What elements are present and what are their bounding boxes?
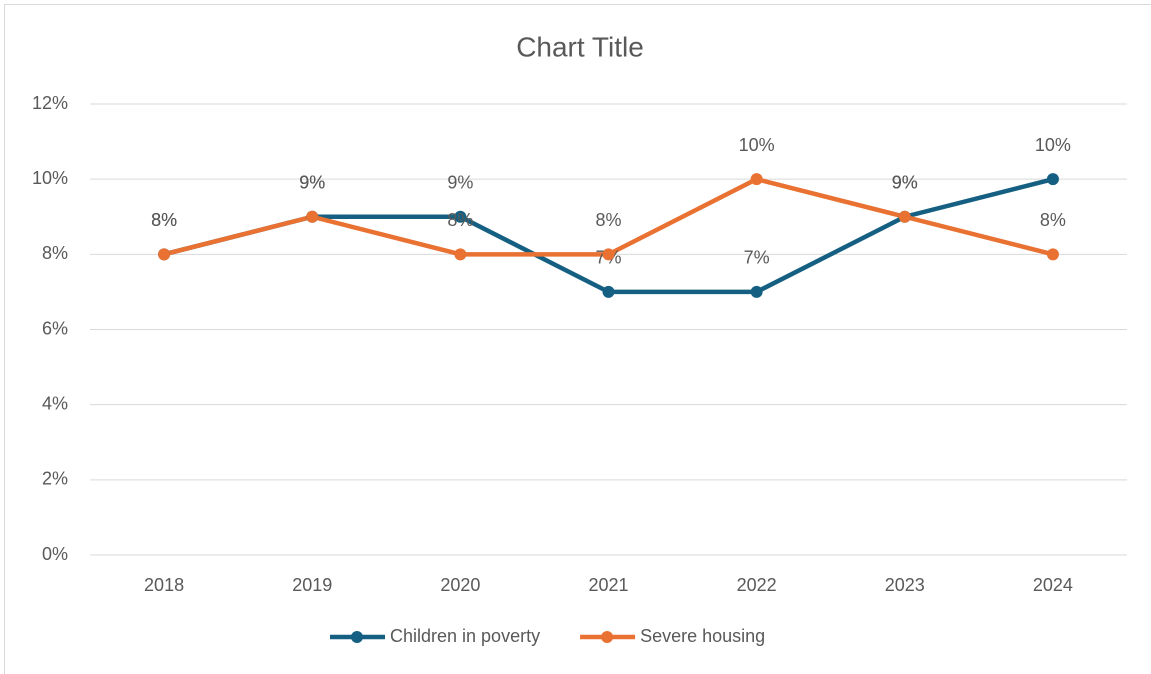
y-tick-label: 6%: [42, 318, 68, 338]
data-label: 9%: [299, 173, 325, 193]
data-label: 9%: [892, 173, 918, 193]
x-tick-label: 2019: [292, 575, 332, 595]
data-label: 8%: [151, 210, 177, 230]
marker: [750, 173, 763, 186]
data-label: 10%: [739, 135, 775, 155]
data-label: 10%: [1035, 135, 1071, 155]
x-tick-label: 2020: [440, 575, 480, 595]
legend-marker: [601, 631, 614, 643]
marker: [1046, 248, 1059, 261]
x-tick-label: 2023: [885, 575, 925, 595]
y-tick-label: 2%: [42, 469, 68, 489]
y-tick-label: 0%: [42, 544, 68, 564]
marker: [1046, 173, 1059, 186]
marker: [158, 248, 171, 261]
chart-title: Chart Title: [516, 31, 644, 62]
marker: [602, 285, 615, 298]
y-tick-label: 4%: [42, 393, 68, 413]
data-label: 9%: [447, 173, 473, 193]
x-tick-label: 2018: [144, 575, 184, 595]
marker: [454, 210, 467, 223]
data-label: 8%: [151, 210, 177, 230]
marker: [898, 210, 911, 223]
marker: [750, 285, 763, 298]
data-label: 7%: [744, 248, 770, 268]
chart-area: [4, 4, 1151, 674]
x-tick-label: 2022: [737, 575, 777, 595]
legend-label: Children in poverty: [390, 626, 540, 646]
x-tick-label: 2021: [588, 575, 628, 595]
marker: [306, 210, 319, 223]
y-tick-label: 10%: [32, 168, 68, 188]
y-tick-label: 12%: [32, 93, 68, 113]
legend-marker: [351, 631, 363, 643]
y-tick-label: 8%: [42, 243, 68, 263]
data-label: 9%: [299, 173, 325, 193]
marker: [602, 248, 615, 261]
data-label: 8%: [447, 210, 473, 230]
x-tick-label: 2024: [1033, 575, 1073, 595]
marker: [454, 248, 467, 261]
legend-label: Severe housing: [640, 626, 765, 646]
data-label: 8%: [1040, 210, 1066, 230]
data-label: 8%: [595, 210, 621, 230]
data-label: 9%: [892, 173, 918, 193]
